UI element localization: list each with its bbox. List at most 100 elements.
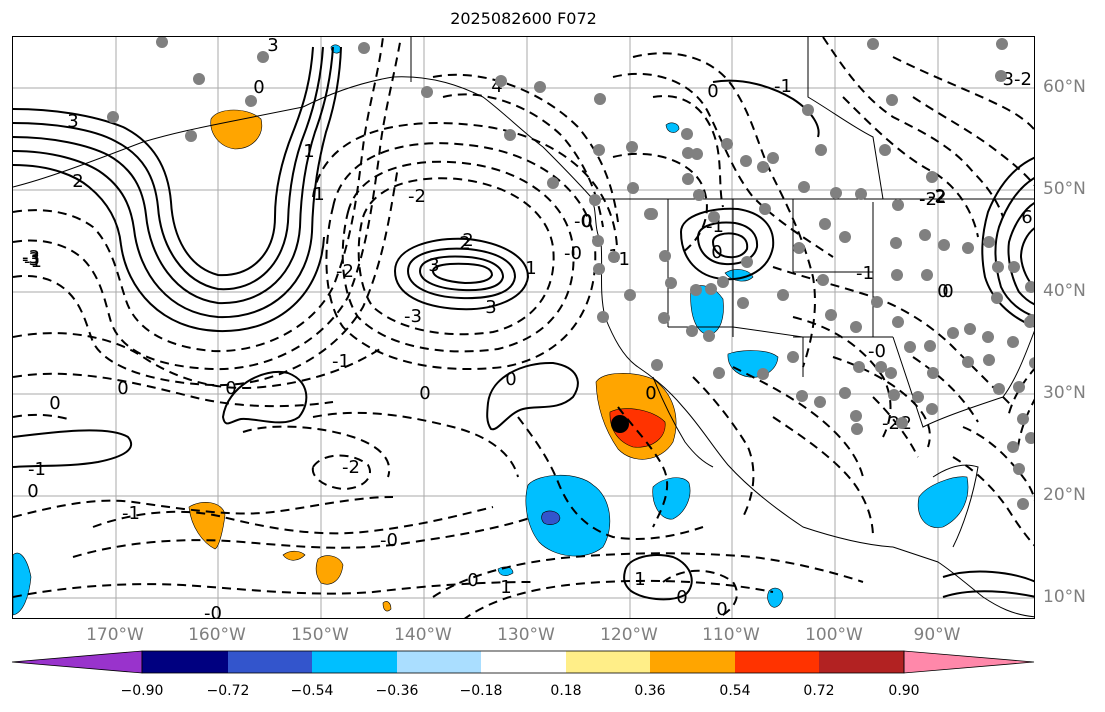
svg-text:0: 0	[942, 281, 953, 302]
colorbar-tick: −0.18	[459, 683, 503, 699]
svg-text:2: 2	[72, 171, 83, 192]
svg-text:0: 0	[505, 369, 516, 390]
lon-label: 100°W	[805, 625, 863, 645]
svg-text:1: 1	[525, 258, 536, 279]
lon-label: 170°W	[86, 625, 144, 645]
lon-label: 130°W	[497, 625, 555, 645]
svg-text:-0: -0	[574, 211, 592, 232]
colorbar-bin	[735, 651, 819, 673]
lat-label: 40°N	[1043, 281, 1086, 301]
coastlines	[13, 37, 1034, 618]
colorbar-bin	[142, 651, 228, 673]
chart-title: 2025082600 F072	[450, 9, 597, 28]
svg-text:1: 1	[303, 141, 314, 162]
svg-text:-1: -1	[774, 76, 792, 97]
svg-text:-2: -2	[919, 189, 937, 210]
svg-text:-2: -2	[342, 457, 360, 478]
svg-text:-1: -1	[28, 459, 46, 480]
colorbar-extend-low	[11, 650, 143, 674]
svg-text:2: 2	[935, 187, 946, 208]
colorbar-bin	[566, 651, 650, 673]
svg-text:0: 0	[676, 587, 687, 608]
graticule	[13, 37, 1034, 618]
svg-text:3: 3	[485, 297, 496, 318]
svg-text:-2: -2	[336, 261, 354, 282]
svg-text:0: 0	[467, 570, 478, 591]
svg-text:0: 0	[225, 378, 236, 399]
svg-text:-1: -1	[122, 503, 140, 524]
svg-text:-3: -3	[22, 247, 40, 268]
svg-text:4: 4	[491, 76, 502, 97]
svg-text:0: 0	[27, 481, 38, 502]
colorbar-tick: 0.54	[719, 683, 751, 699]
lon-label: 140°W	[394, 625, 452, 645]
lat-label: 20°N	[1043, 485, 1086, 505]
map-panel[interactable]: 3 2 3 0 1 1 2 3 1 -1 -2 -1 -2 -3 -2 -1 0…	[12, 36, 1035, 619]
svg-text:-0: -0	[380, 530, 398, 551]
colorbar-tick: 0.18	[550, 683, 582, 699]
lat-label: 50°N	[1043, 179, 1086, 199]
lon-label: 90°W	[913, 625, 961, 645]
anomaly-shading	[13, 44, 969, 616]
colorbar-bin	[819, 651, 904, 673]
svg-text:-0: -0	[868, 341, 886, 362]
svg-text:0: 0	[253, 77, 264, 98]
lon-label: 120°W	[600, 625, 658, 645]
svg-text:1: 1	[500, 577, 511, 598]
svg-text:3: 3	[267, 37, 278, 56]
station-dots	[107, 37, 1034, 510]
colorbar-tick: −0.36	[375, 683, 419, 699]
svg-text:0: 0	[419, 383, 430, 404]
svg-text:-2: -2	[408, 186, 426, 207]
svg-text:1: 1	[313, 184, 324, 205]
svg-text:0: 0	[49, 393, 60, 414]
svg-text:2: 2	[459, 233, 470, 254]
svg-text:-1: -1	[24, 251, 42, 272]
colorbar-bin	[397, 651, 481, 673]
colorbar-tick: −0.54	[290, 683, 334, 699]
svg-text:0: 0	[581, 211, 592, 232]
colorbar-extend-high	[903, 650, 1035, 674]
colorbar-bin	[312, 651, 397, 673]
svg-text:0: 0	[117, 378, 128, 399]
colorbar-tick: 0.36	[634, 683, 666, 699]
contours-dashed	[13, 37, 1034, 618]
svg-text:-2: -2	[928, 186, 946, 207]
colorbar-tick: 0.90	[888, 683, 920, 699]
svg-text:0: 0	[645, 383, 656, 404]
colorbar-bin	[481, 651, 566, 673]
svg-text:-0: -0	[564, 243, 582, 264]
svg-text:-1: -1	[856, 263, 874, 284]
contours-solid	[13, 46, 1034, 601]
svg-text:2: 2	[462, 230, 473, 251]
svg-text:-0: -0	[204, 603, 222, 619]
colorbar-tick: −0.90	[120, 683, 164, 699]
svg-text:3: 3	[428, 255, 439, 276]
map-svg: 3 2 3 0 1 1 2 3 1 -1 -2 -1 -2 -3 -2 -1 0…	[13, 37, 1034, 619]
lon-label: 110°W	[702, 625, 760, 645]
lat-label: 60°N	[1043, 77, 1086, 97]
lat-label: 30°N	[1043, 383, 1086, 403]
svg-text:0: 0	[707, 81, 718, 102]
colorbar-bin	[650, 651, 735, 673]
svg-text:0: 0	[716, 599, 727, 619]
colorbar-tick: 0.72	[803, 683, 835, 699]
svg-text:-3: -3	[404, 306, 422, 327]
svg-text:6: 6	[1021, 207, 1032, 228]
svg-text:-3: -3	[22, 249, 40, 270]
colorbar-bin	[228, 651, 312, 673]
svg-text:-2: -2	[1014, 69, 1032, 90]
svg-text:-1: -1	[332, 351, 350, 372]
lat-label: 10°N	[1043, 587, 1086, 607]
svg-text:3: 3	[67, 111, 78, 132]
svg-text:1: 1	[634, 569, 645, 590]
contour-labels: 3 2 3 0 1 1 2 3 1 -1 -2 -1 -2 -3 -2 -1 0…	[22, 37, 1033, 619]
highlighted-station-dot[interactable]	[611, 415, 629, 433]
lon-label: 150°W	[291, 625, 349, 645]
lon-label: 160°W	[188, 625, 246, 645]
colorbar-tick: −0.72	[206, 683, 250, 699]
colorbar	[11, 650, 1035, 674]
svg-text:0: 0	[937, 281, 948, 302]
svg-text:0: 0	[711, 242, 722, 263]
svg-text:-2: -2	[882, 413, 900, 434]
